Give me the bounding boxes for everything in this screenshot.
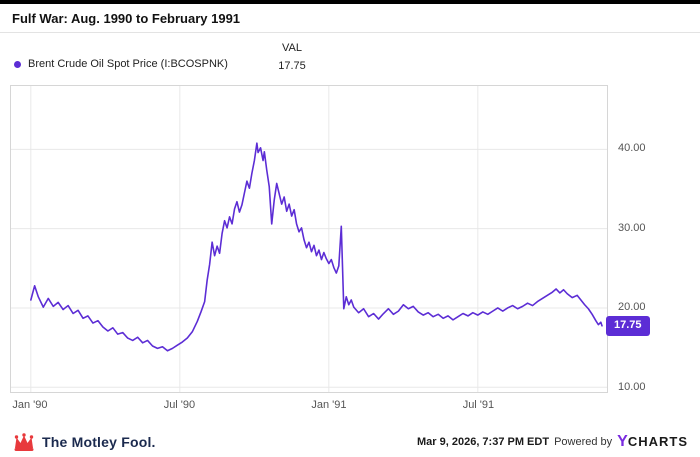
price-line-chart [11,86,607,392]
top-black-strip [0,0,700,4]
y-axis-tick-label: 40.00 [618,141,646,154]
ycharts-y-icon: Y [617,433,628,450]
legend-item-brent-crude[interactable]: Brent Crude Oil Spot Price (I:BCOSPNK) [14,58,228,70]
chart-area: 17.75 10.00 20.00 30.00 40.00 Jan '90 Jul '90… [0,85,700,427]
x-axis-tick-label: Jan '90 [12,399,48,411]
legend-area: VAL 17.75 Brent Crude Oil Spot Price (I:… [0,33,700,85]
series-line [30,142,603,352]
motley-fool-wordmark: The Motley Fool. [42,434,156,450]
y-axis-tick-label: 30.00 [618,221,646,234]
footer: The Motley Fool. Mar 9, 2026, 7:37 PM ED… [0,427,700,457]
legend-series-label: Brent Crude Oil Spot Price (I:BCOSPNK) [28,58,228,70]
powered-by-label: Powered by [554,436,613,448]
val-column-value: 17.75 [278,60,306,72]
x-axis-tick-label: Jan '91 [311,399,347,411]
x-axis-tick-label: Jul '90 [163,399,196,411]
val-column-header: VAL [282,42,302,54]
jester-hat-icon [14,432,34,451]
footer-right: Mar 9, 2026, 7:37 PM EDT Powered by Y CH… [417,433,688,451]
page-title: Fulf War: Aug. 1990 to February 1991 [12,10,241,26]
y-axis-tick-label: 20.00 [618,301,646,314]
timestamp: Mar 9, 2026, 7:37 PM EDT [417,436,550,448]
ycharts-wordmark: CHARTS [627,434,688,449]
ycharts-logo[interactable]: Y CHARTS [617,433,688,451]
last-value-badge: 17.75 [606,316,650,336]
plot-area [10,85,608,393]
series-dot-icon [14,60,21,68]
x-axis-tick-label: Jul '91 [462,399,495,411]
chart-header: Fulf War: Aug. 1990 to February 1991 [0,4,700,33]
motley-fool-logo[interactable]: The Motley Fool. [12,432,156,452]
y-axis-tick-label: 10.00 [618,381,646,394]
